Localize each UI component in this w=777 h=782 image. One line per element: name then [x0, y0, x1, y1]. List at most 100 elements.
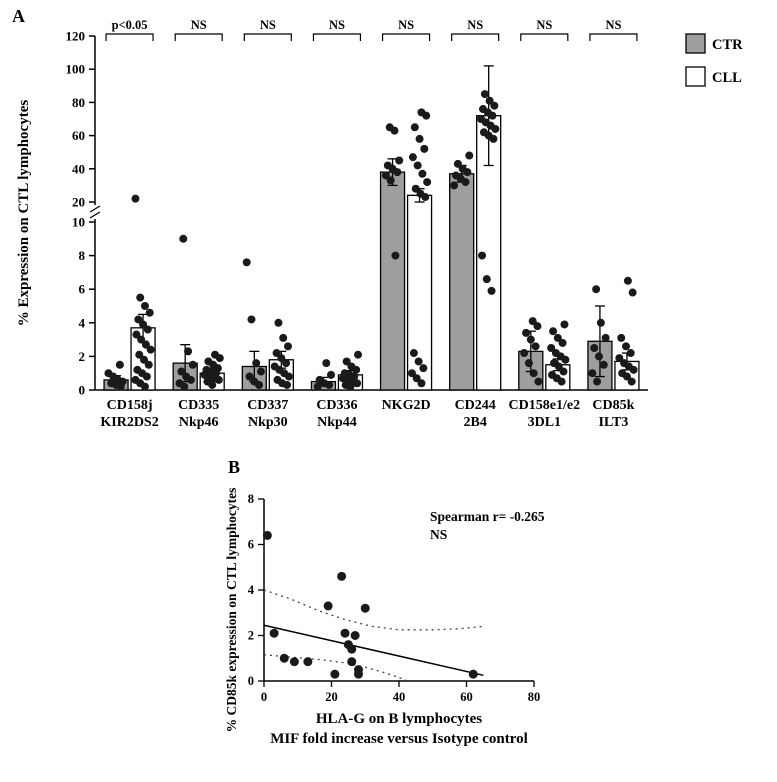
data-dot — [144, 360, 153, 369]
y-tick-label: 2 — [248, 629, 254, 643]
category-label-line1: CD336 — [316, 398, 357, 413]
data-dot — [417, 379, 426, 388]
data-dot — [274, 318, 283, 327]
data-dot — [553, 333, 562, 342]
data-dot — [146, 345, 155, 354]
y-tick-label: 4 — [248, 583, 255, 597]
data-dot — [599, 360, 608, 369]
significance-bracket — [174, 33, 223, 41]
data-dot — [322, 359, 331, 368]
ctr-bar-NKG2D — [379, 171, 406, 391]
data-dot — [131, 194, 140, 203]
confidence-band-upper — [263, 589, 484, 631]
data-dot — [352, 365, 361, 374]
y-tick-label: 80 — [72, 95, 85, 110]
significance-label: NS — [260, 18, 276, 32]
data-dot — [115, 360, 124, 369]
data-dot — [487, 286, 496, 295]
axis-break-mark — [89, 211, 101, 219]
scatter-point — [347, 644, 357, 654]
marker-group-CD336: NS CD336 Nkp44 — [310, 18, 364, 430]
x-tick-label: 0 — [261, 690, 267, 704]
data-dot — [407, 369, 416, 378]
marker-group-NKG2D: NS NKG2D — [379, 18, 433, 413]
data-dot — [560, 320, 569, 329]
legend-swatch-CLL — [685, 66, 706, 87]
data-dot — [325, 380, 334, 389]
data-dot — [214, 375, 223, 384]
data-dot — [588, 369, 597, 378]
data-dot — [255, 380, 264, 389]
data-dot — [284, 372, 293, 381]
data-dot — [592, 285, 601, 294]
data-dot — [412, 374, 421, 383]
spearman-annotation: Spearman r= -0.265 — [430, 509, 545, 524]
data-dot — [590, 344, 599, 352]
y-tick-label: 4 — [79, 315, 86, 330]
data-dot — [140, 382, 149, 391]
data-dot — [594, 352, 603, 361]
data-dot — [141, 340, 150, 349]
data-dot — [140, 355, 149, 364]
scatter-point — [330, 669, 340, 679]
data-dot — [528, 317, 537, 326]
scatter-point — [323, 601, 333, 611]
data-dot — [277, 354, 286, 363]
data-dot — [413, 161, 422, 170]
data-dot — [247, 315, 256, 324]
significance-label: NS — [467, 18, 483, 32]
marker-group-CD85k: NS CD85k ILT3 — [587, 18, 640, 430]
scatter-point — [269, 628, 279, 638]
data-dot — [410, 123, 419, 132]
data-dot — [135, 350, 144, 359]
data-dot — [136, 293, 145, 302]
data-dot — [409, 349, 418, 358]
data-dot — [283, 380, 292, 389]
legend-label-CLL: CLL — [712, 70, 742, 86]
data-dot — [143, 325, 152, 334]
x-tick-label: 60 — [460, 690, 473, 704]
category-label-line2: Nkp46 — [179, 415, 219, 430]
scatter-point — [350, 631, 360, 640]
data-dot — [186, 375, 195, 384]
y-tick-label: 6 — [79, 282, 86, 297]
y-tick-label: 2 — [79, 349, 86, 364]
data-dot — [346, 382, 355, 391]
y-tick-label: 60 — [72, 128, 85, 143]
data-dot — [418, 169, 427, 178]
data-dot — [408, 153, 417, 162]
y-tick-label: 10 — [72, 215, 85, 230]
data-dot — [145, 308, 154, 317]
category-label-line1: CD158j — [107, 398, 153, 413]
significance-bracket — [105, 33, 154, 41]
data-dot — [180, 382, 189, 391]
data-dot — [554, 362, 563, 371]
data-dot — [531, 342, 540, 351]
category-label-line2: Nkp44 — [317, 415, 357, 430]
y-tick-label: 6 — [248, 538, 254, 552]
significance-label: p<0.05 — [112, 18, 148, 32]
data-dot — [283, 342, 292, 351]
marker-group-CD337: NS CD337 Nkp30 — [241, 18, 294, 430]
data-dot — [463, 168, 472, 177]
data-dot — [561, 355, 570, 364]
data-dot — [549, 327, 558, 336]
data-dot — [628, 288, 637, 297]
legend-label-CTR: CTR — [712, 37, 743, 53]
data-dot — [132, 330, 141, 339]
y-tick-label: 0 — [248, 674, 254, 688]
data-dot — [626, 349, 635, 358]
marker-group-CD158j: p<0.05 CD158j KIR2DS2 — [100, 18, 158, 430]
data-dot — [601, 333, 610, 342]
data-dot — [534, 377, 543, 386]
data-dot — [547, 344, 556, 352]
category-label-line1: CD85k — [592, 398, 634, 413]
data-dot — [629, 365, 638, 374]
data-dot — [390, 126, 399, 135]
marker-group-CD244: NS CD244 2B4 — [449, 18, 502, 430]
data-dot — [421, 193, 430, 202]
category-label-line2: 2B4 — [464, 415, 487, 430]
scatter-point — [360, 603, 370, 613]
category-label-line1: CD337 — [247, 398, 288, 413]
data-dot — [411, 184, 420, 193]
